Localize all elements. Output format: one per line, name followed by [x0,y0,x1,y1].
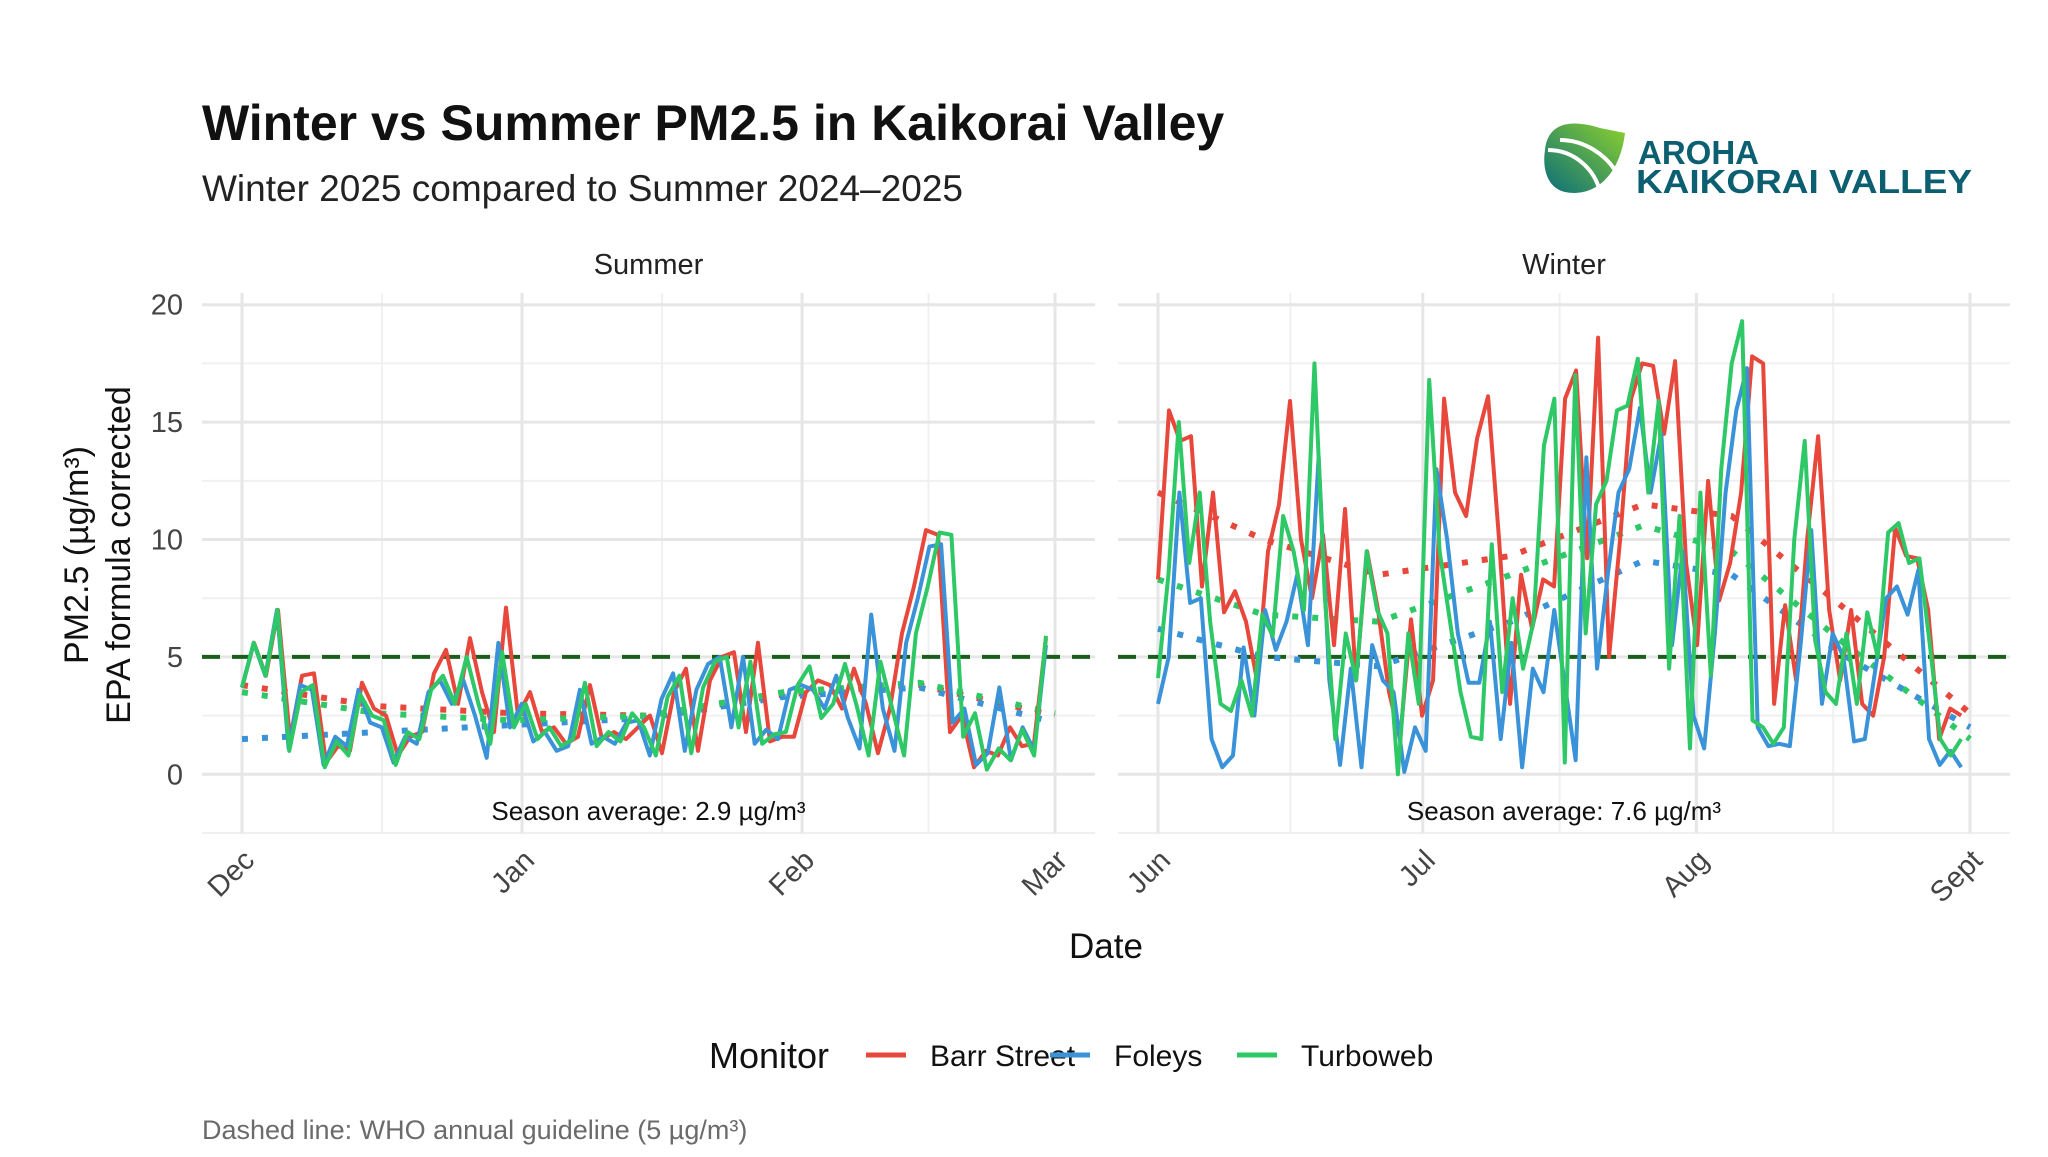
legend-title: Monitor [709,1035,829,1076]
series-line-turboweb [1156,319,1963,777]
season-average-annotation: Season average: 7.6 µg/m³ [1407,796,1722,826]
leaf-logo-icon [1544,123,1625,193]
x-tick-label: Feb [763,844,821,902]
legend: Monitor Barr Street Foleys Turboweb [709,1035,1433,1076]
y-axis-title-line1: PM2.5 (µg/m³) [58,446,96,664]
logo-line2: KAIKORAI VALLEY [1636,163,1972,200]
y-tick-label: 5 [167,642,183,674]
chart-subtitle: Winter 2025 compared to Summer 2024–2025 [202,168,963,209]
y-tick-label: 20 [151,290,183,322]
logo: AROHA KAIKORAI VALLEY [1544,123,1972,200]
trend-line-turboweb [1157,522,1972,742]
panel-strip-label: Winter [1522,249,1606,281]
x-tick-label: Aug [1656,844,1715,903]
season-average-annotation: Season average: 2.9 µg/m³ [491,796,806,826]
x-tick-label: Jun [1121,844,1177,900]
y-tick-label: 0 [167,759,183,791]
legend-item: Foleys [1050,1040,1202,1073]
trend-line-foleys [241,684,1056,743]
legend-label: Turboweb [1301,1040,1433,1073]
panel-summer: Summer 0 5 10 15 20 Dec Jan Feb Mar Season average… [151,249,1095,903]
x-tick-label: Jul [1393,844,1442,893]
logo-line1: AROHA [1638,134,1759,171]
y-tick-label: 15 [151,407,183,439]
legend-label: Foleys [1114,1040,1202,1073]
chart-title: Winter vs Summer PM2.5 in Kaikorai Valle… [202,95,1224,151]
legend-item: Barr Street [866,1040,1076,1073]
y-tick-label: 10 [151,525,183,557]
series-line-turboweb [240,530,1048,772]
x-tick-label: Jan [485,844,541,900]
series-line-foleys [240,542,1048,767]
caption: Dashed line: WHO annual guideline (5 µg/… [202,1115,747,1145]
x-axis-title: Date [1069,927,1143,966]
x-tick-label: Sept [1924,844,1989,909]
legend-item: Turboweb [1237,1040,1433,1073]
series-line-barr-street [1156,335,1963,742]
x-tick-label: Mar [1016,844,1074,902]
trend-line-turboweb [241,679,1056,724]
x-tick-label: Dec [202,844,261,903]
panel-strip-label: Summer [594,249,704,281]
y-axis-title-line2: EPA formula corrected [100,386,138,724]
panel-winter: Winter Jun Jul Aug Sept Season average: 7.6 µ… [1118,249,2010,909]
series-line-barr-street [240,528,1048,770]
